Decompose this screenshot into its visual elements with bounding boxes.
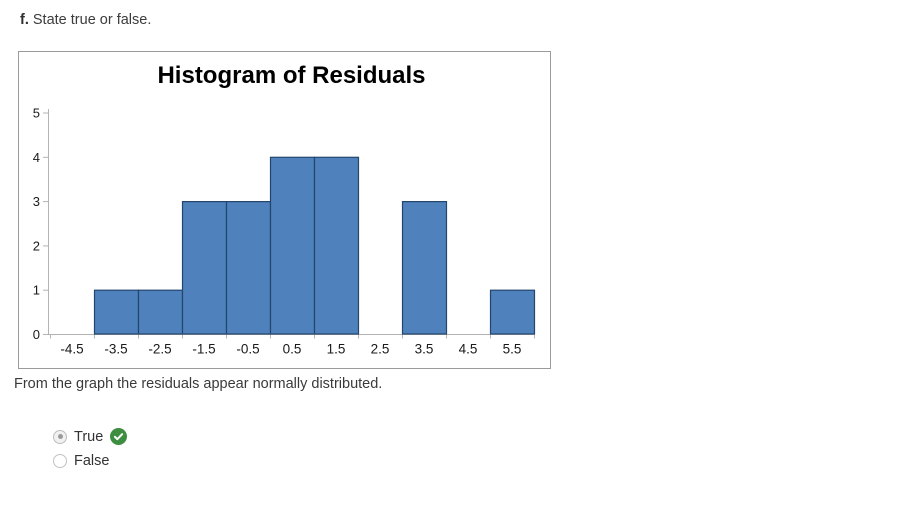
x-tick-label: 0.5 [283, 342, 302, 357]
x-tick-label: -2.5 [148, 342, 171, 357]
y-tick-label: 0 [33, 327, 40, 342]
x-tick-label: -0.5 [236, 342, 259, 357]
x-tick-label: 5.5 [503, 342, 522, 357]
y-tick-label: 1 [33, 283, 40, 298]
histogram-bar [489, 289, 536, 335]
histogram-bar [93, 289, 140, 335]
x-tick-label: -4.5 [60, 342, 83, 357]
histogram-bar [225, 201, 272, 335]
x-tick-label: -1.5 [192, 342, 215, 357]
histogram-chart: 0 1 2 3 4 5 -4.5 -3.5 -2.5 -1.5 -0.5 0.5 1.5 2.5 3.5 4.… [33, 106, 536, 357]
radio-true[interactable] [53, 429, 67, 444]
statement-text: From the graph the residuals appear norm… [14, 376, 383, 392]
option-false[interactable]: False [53, 453, 127, 469]
option-true[interactable]: True [53, 428, 128, 445]
radio-false[interactable] [53, 454, 67, 468]
x-tick-label: 4.5 [459, 342, 478, 357]
x-tick-label: 2.5 [371, 342, 390, 357]
chart-title: Histogram of Residuals [157, 62, 426, 89]
radio-dot [57, 434, 63, 439]
y-tick-label: 4 [33, 150, 40, 165]
histogram-bar [269, 156, 316, 335]
question-letter: f. [20, 12, 29, 28]
question-prompt: f. State true or false. [20, 12, 151, 28]
chart-panel: 0 1 2 3 4 5 -4.5 -3.5 -2.5 -1.5 -0.5 0.5 1.5 2.5 3.5 4.… [18, 51, 551, 369]
y-tick-label: 2 [33, 238, 40, 253]
histogram-bar [401, 201, 448, 335]
option-true-label: True [74, 428, 104, 445]
x-tick-label: 1.5 [327, 342, 346, 357]
answer-options: True False [53, 428, 128, 469]
histogram-bar [137, 289, 184, 335]
histogram-bar [181, 201, 228, 335]
option-false-label: False [74, 453, 110, 469]
correct-check-icon [110, 428, 128, 445]
x-tick-label: -3.5 [104, 342, 127, 357]
question-text: State true or false. [28, 12, 152, 28]
x-tick-label: 3.5 [415, 342, 434, 357]
y-tick-label: 3 [33, 194, 40, 209]
y-tick-label: 5 [33, 106, 40, 121]
histogram-bar [313, 156, 360, 335]
